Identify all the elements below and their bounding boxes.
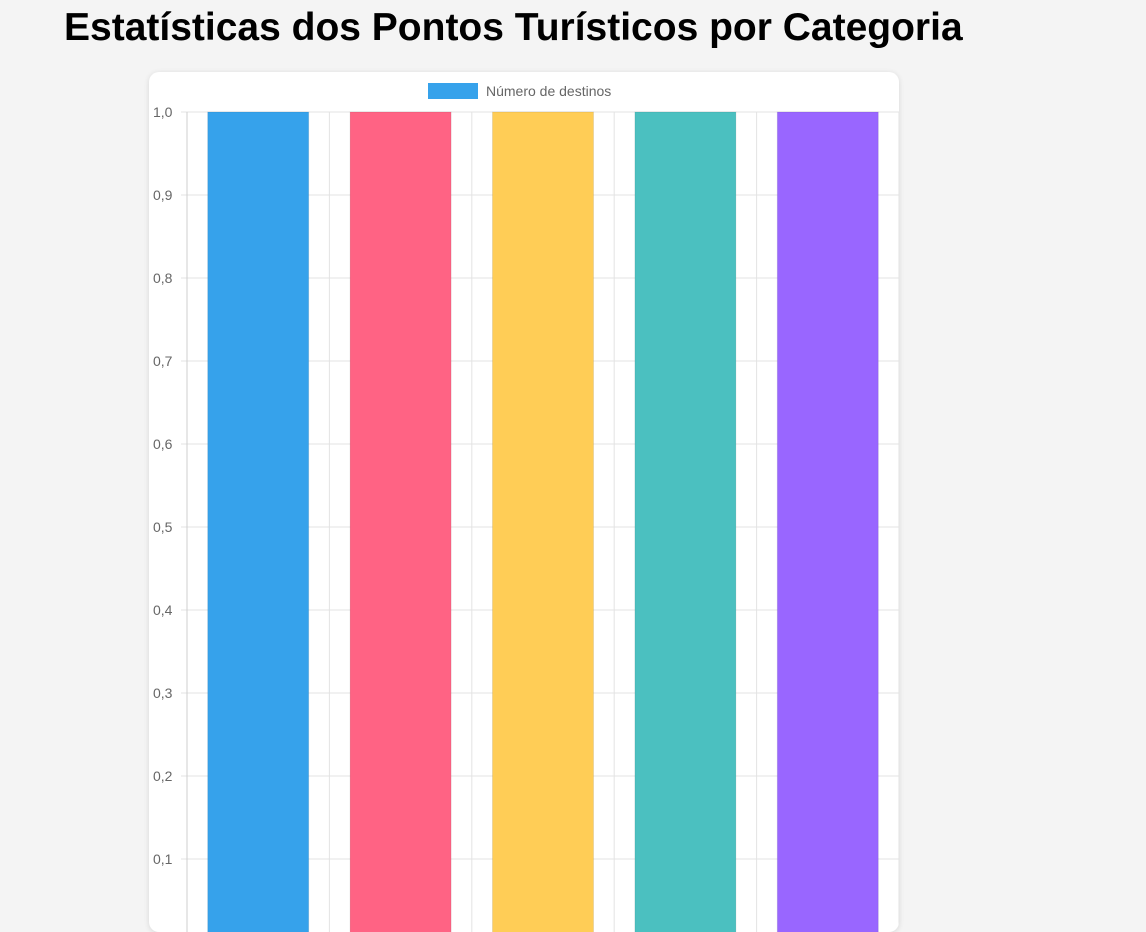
page-title: Estatísticas dos Pontos Turísticos por C… — [64, 6, 963, 49]
y-tick-label: 0,5 — [153, 519, 173, 535]
y-tick-label: 0,6 — [153, 436, 173, 452]
bar-3[interactable] — [492, 111, 594, 932]
legend[interactable]: Número de destinos — [428, 83, 611, 99]
bar-5[interactable] — [776, 111, 879, 932]
y-tick-label: 0,8 — [153, 270, 173, 286]
bar-2[interactable] — [349, 111, 452, 932]
legend-swatch — [428, 83, 478, 99]
y-tick-label: 0,3 — [153, 685, 173, 701]
y-tick-label: 0,4 — [153, 602, 173, 618]
y-tick-label: 1,0 — [153, 104, 173, 120]
y-tick-label: 0,7 — [153, 353, 173, 369]
bars — [207, 111, 879, 932]
chart-card: 1,0 0,9 0,8 0,7 0,6 0,5 0,4 0,3 0,2 0,1 Número de… — [149, 72, 899, 932]
y-axis-ticks: 1,0 0,9 0,8 0,7 0,6 0,5 0,4 0,3 0,2 0,1 — [153, 104, 173, 867]
bar-4[interactable] — [634, 111, 737, 932]
bar-1[interactable] — [207, 111, 310, 932]
legend-label: Número de destinos — [486, 83, 611, 99]
y-tick-label: 0,9 — [153, 187, 173, 203]
y-tick-label: 0,1 — [153, 851, 173, 867]
y-tick-label: 0,2 — [153, 768, 173, 784]
bar-chart: 1,0 0,9 0,8 0,7 0,6 0,5 0,4 0,3 0,2 0,1 Número de… — [153, 83, 899, 932]
